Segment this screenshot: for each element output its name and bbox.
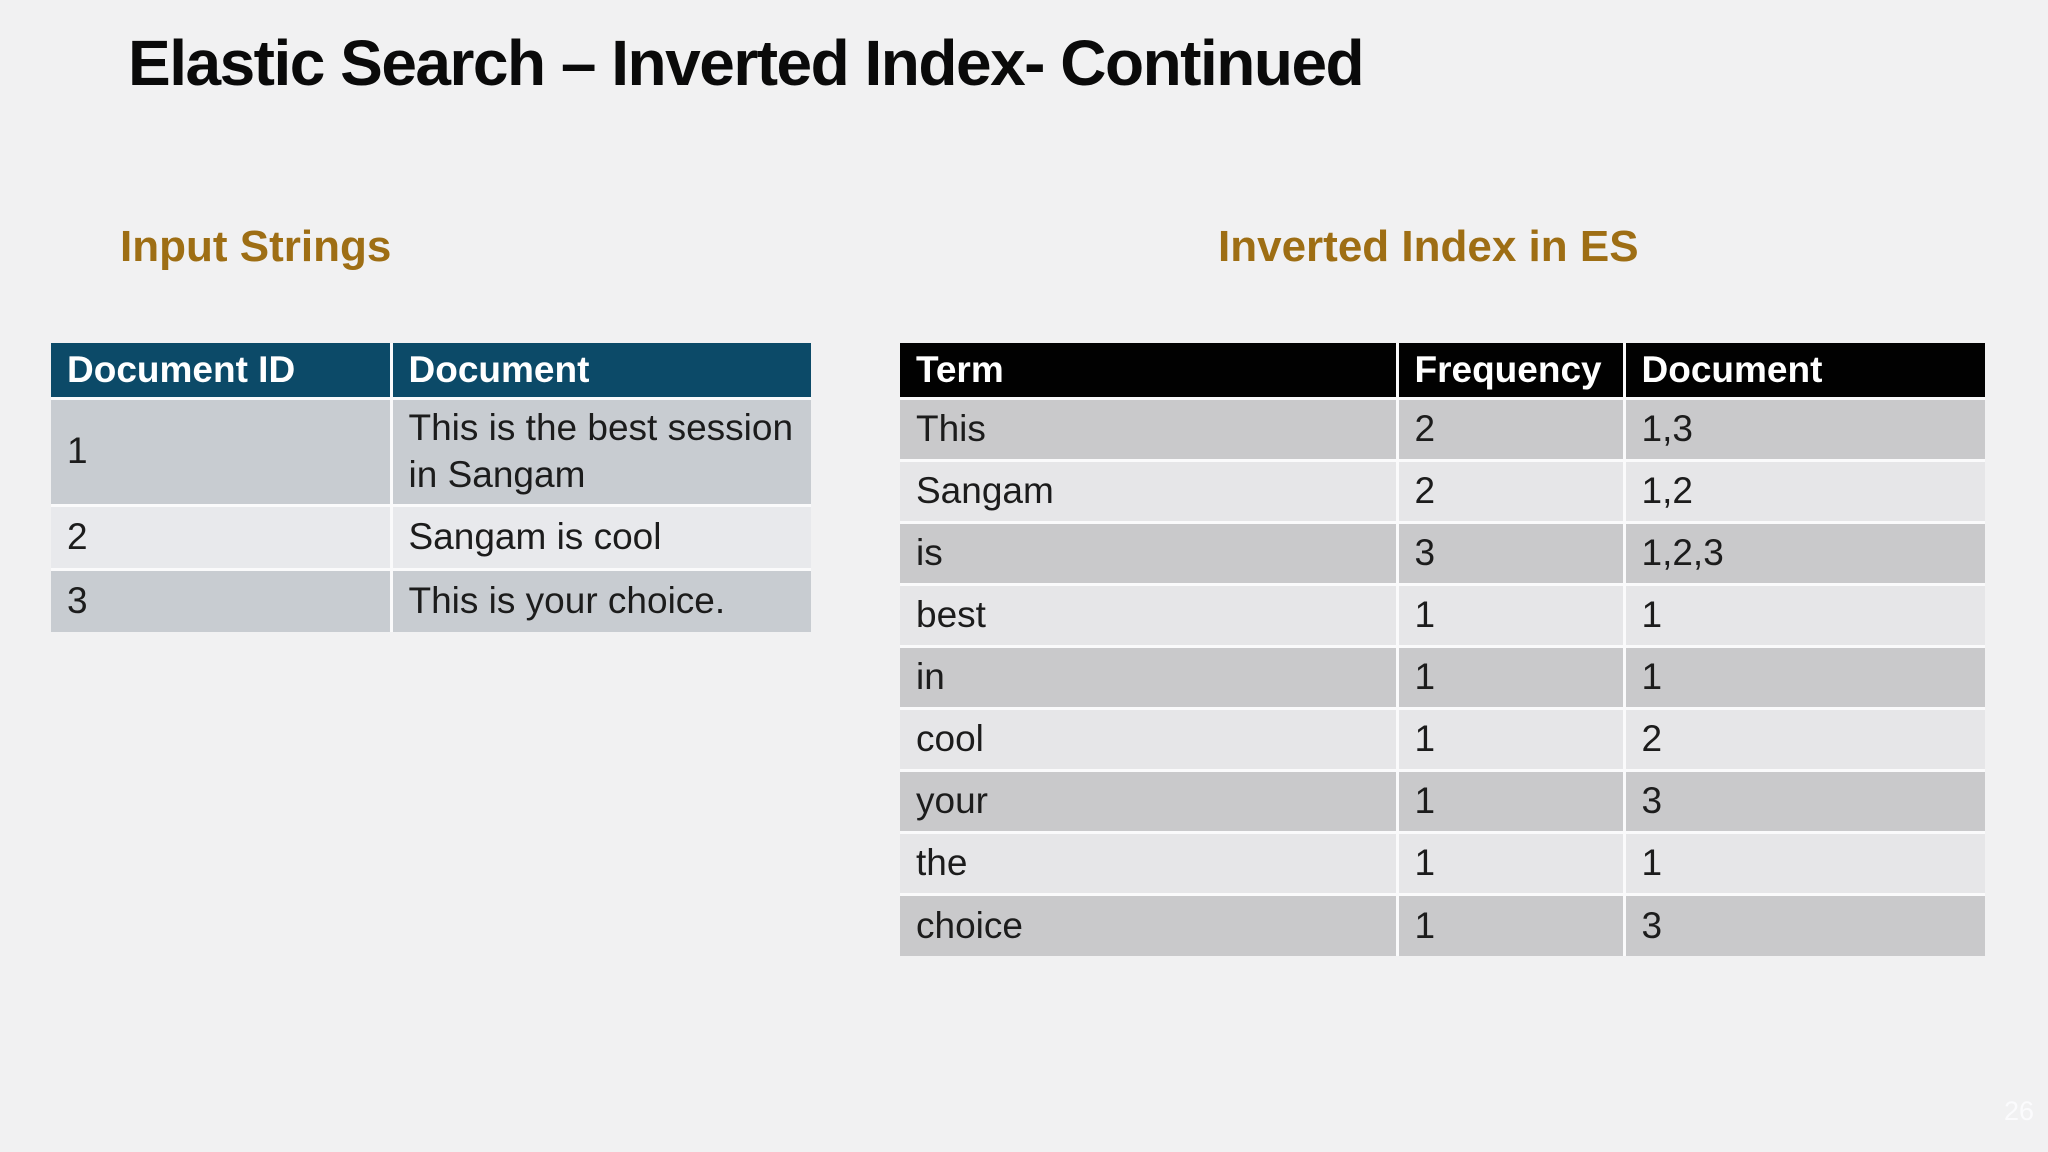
term-cell: choice	[900, 894, 1399, 956]
frequency-cell: 2	[1397, 398, 1626, 462]
term-cell: This	[900, 398, 1399, 462]
table-row: cool 1 2	[900, 708, 1985, 772]
table-row: 1 This is the best session in Sangam	[51, 398, 811, 507]
frequency-header-cell: Frequency	[1397, 343, 1626, 400]
table-row: the 1 1	[900, 832, 1985, 896]
table-header-row: Document ID Document	[51, 343, 811, 400]
frequency-cell: 1	[1397, 708, 1626, 772]
document-id-cell: 2	[51, 505, 393, 571]
table-row: 2 Sangam is cool	[51, 505, 811, 571]
document-header-cell: Document	[391, 343, 811, 400]
term-cell: your	[900, 770, 1399, 834]
term-cell: cool	[900, 708, 1399, 772]
frequency-cell: 1	[1397, 894, 1626, 956]
document-refs-cell: 1,3	[1624, 398, 1985, 462]
frequency-cell: 1	[1397, 832, 1626, 896]
document-refs-cell: 3	[1624, 894, 1985, 956]
frequency-cell: 1	[1397, 646, 1626, 710]
document-refs-cell: 1,2	[1624, 460, 1985, 524]
term-cell: Sangam	[900, 460, 1399, 524]
document-refs-cell: 1	[1624, 832, 1985, 896]
document-refs-cell: 1	[1624, 646, 1985, 710]
frequency-cell: 3	[1397, 522, 1626, 586]
inverted-index-table: Term Frequency Document This 2 1,3 Sanga…	[900, 343, 1985, 956]
table-row: choice 1 3	[900, 894, 1985, 956]
document-id-cell: 3	[51, 569, 393, 632]
document-id-header-cell: Document ID	[51, 343, 393, 400]
term-header-cell: Term	[900, 343, 1399, 400]
table-row: Sangam 2 1,2	[900, 460, 1985, 524]
document-text-cell: This is the best session in Sangam	[391, 398, 811, 507]
document-id-cell: 1	[51, 398, 393, 507]
inverted-index-heading: Inverted Index in ES	[1218, 222, 1639, 271]
document-refs-cell: 1	[1624, 584, 1985, 648]
table-row: best 1 1	[900, 584, 1985, 648]
document-text-cell: This is your choice.	[391, 569, 811, 632]
table-row: This 2 1,3	[900, 398, 1985, 462]
document-refs-cell: 2	[1624, 708, 1985, 772]
document-refs-cell: 1,2,3	[1624, 522, 1985, 586]
term-cell: is	[900, 522, 1399, 586]
term-cell: the	[900, 832, 1399, 896]
table-row: is 3 1,2,3	[900, 522, 1985, 586]
table-row: in 1 1	[900, 646, 1985, 710]
document-col-header-cell: Document	[1624, 343, 1985, 400]
slide-title: Elastic Search – Inverted Index- Continu…	[128, 27, 1365, 99]
input-strings-table: Document ID Document 1 This is the best …	[51, 343, 811, 632]
table-row: your 1 3	[900, 770, 1985, 834]
term-cell: in	[900, 646, 1399, 710]
document-refs-cell: 3	[1624, 770, 1985, 834]
input-strings-heading: Input Strings	[120, 222, 392, 271]
frequency-cell: 1	[1397, 770, 1626, 834]
table-header-row: Term Frequency Document	[900, 343, 1985, 400]
frequency-cell: 1	[1397, 584, 1626, 648]
page-number: 26	[2003, 1096, 2034, 1126]
term-cell: best	[900, 584, 1399, 648]
document-text-cell: Sangam is cool	[391, 505, 811, 571]
frequency-cell: 2	[1397, 460, 1626, 524]
table-row: 3 This is your choice.	[51, 569, 811, 632]
